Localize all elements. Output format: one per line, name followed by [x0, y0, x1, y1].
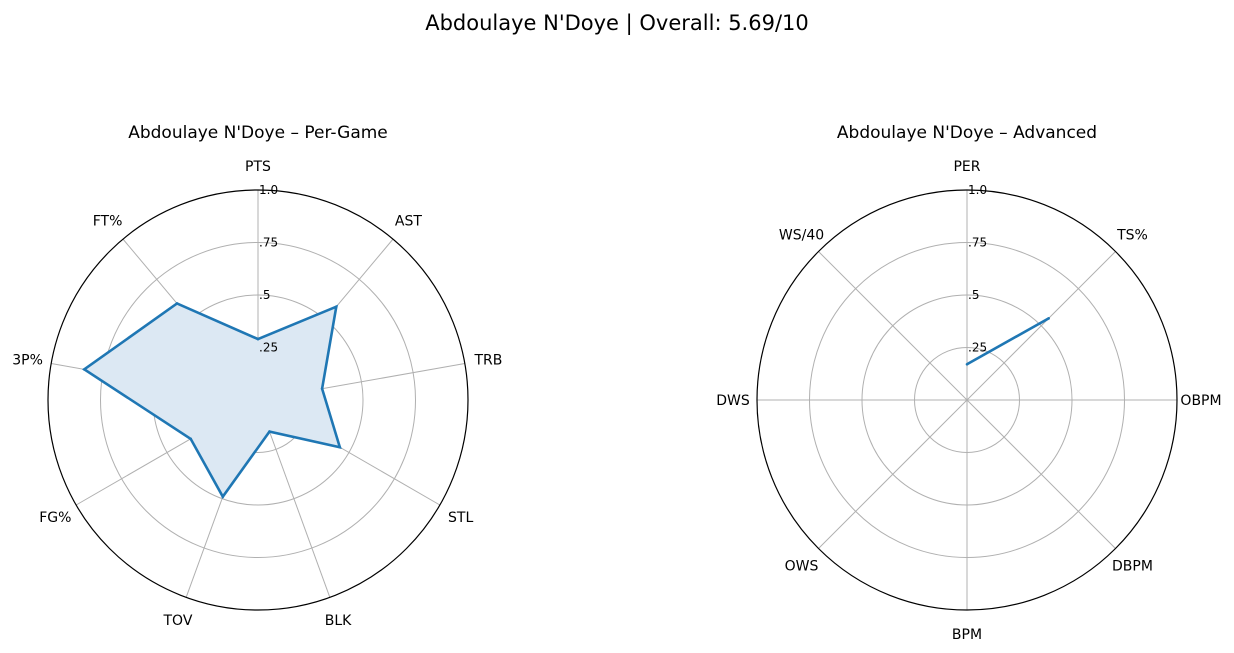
category-label-advanced-ws-40: WS/40: [779, 228, 824, 244]
series-line-per-game: [81, 301, 342, 500]
category-label-per-game-tov: TOV: [163, 613, 193, 629]
data-point-per-game-blk: [268, 430, 271, 433]
category-label-advanced-bpm: BPM: [952, 627, 982, 643]
r-tick-label-advanced-2: .75: [968, 236, 987, 250]
data-point-per-game-ft-pct: [175, 302, 179, 305]
series-fill-per-game: [84, 303, 340, 497]
radar-title-per-game: Abdoulaye N'Doye – Per-Game: [128, 123, 388, 143]
radar-title-advanced: Abdoulaye N'Doye – Advanced: [837, 123, 1097, 143]
category-label-per-game-3p-pct: 3P%: [12, 352, 43, 368]
r-tick-label-advanced-1: .5: [968, 288, 979, 302]
category-label-per-game-ft-pct: FT%: [93, 214, 123, 230]
category-label-per-game-fg-pct: FG%: [39, 510, 71, 526]
category-label-per-game-blk: BLK: [325, 613, 352, 629]
polar-frame-per-game: [47, 189, 469, 611]
category-label-advanced-obpm: OBPM: [1180, 393, 1221, 409]
r-tick-label-per-game-0: .25: [259, 341, 278, 355]
data-point-per-game-stl: [338, 445, 342, 449]
category-label-advanced-ows: OWS: [785, 558, 819, 574]
data-point-per-game-fg-pct: [189, 437, 193, 441]
data-point-per-game-ast: [334, 305, 338, 308]
category-label-per-game-trb: TRB: [473, 352, 502, 368]
r-tick-label-advanced-0: .25: [968, 341, 987, 355]
category-label-advanced-dws: DWS: [716, 393, 750, 409]
category-label-advanced-ts-pct: TS%: [1116, 228, 1148, 244]
category-label-advanced-dbpm: DBPM: [1112, 558, 1153, 574]
category-label-advanced-per: PER: [953, 159, 980, 175]
category-label-per-game-pts: PTS: [245, 159, 271, 175]
series-line-advanced: [966, 317, 1050, 366]
category-label-per-game-stl: STL: [448, 510, 473, 526]
figure-title: Abdoulaye N'Doye | Overall: 5.69/10: [425, 11, 809, 36]
r-tick-label-per-game-1: .5: [259, 288, 270, 302]
data-point-per-game-trb: [320, 387, 324, 390]
grid-spoke-advanced-ows: [818, 399, 968, 549]
r-tick-label-advanced-3: 1.0: [968, 183, 987, 197]
data-point-advanced-ts-pct: [1047, 317, 1050, 320]
r-tick-label-per-game-3: 1.0: [259, 183, 278, 197]
polar-frame-advanced: [756, 189, 1178, 611]
data-point-per-game-pts: [256, 337, 260, 341]
data-point-advanced-per: [965, 363, 969, 366]
r-tick-label-per-game-2: .75: [259, 236, 278, 250]
data-point-per-game-3p-pct: [82, 368, 86, 371]
radar-chart-per-game: Abdoulaye N'Doye – Per-Game PTS AST TRB STL…: [12, 123, 502, 629]
data-point-per-game-tov: [221, 495, 225, 498]
category-label-per-game-ast: AST: [395, 214, 422, 230]
radar-chart-advanced: Abdoulaye N'Doye – Advanced PER TS% OBPM DB…: [716, 123, 1221, 643]
grid-spoke-advanced-ws-40: [818, 251, 968, 401]
grid-spoke-advanced-ts-pct: [966, 251, 1116, 401]
grid-spoke-advanced-dbpm: [966, 399, 1116, 549]
